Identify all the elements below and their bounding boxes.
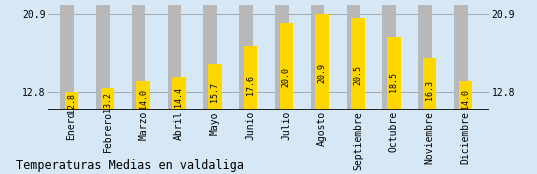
Bar: [387, 37, 401, 110]
Bar: [280, 23, 293, 110]
Bar: [454, 0, 468, 110]
Bar: [418, 0, 432, 110]
Bar: [136, 81, 150, 110]
Bar: [244, 46, 257, 110]
Bar: [208, 64, 222, 110]
Bar: [168, 0, 181, 110]
Text: 15.7: 15.7: [211, 82, 219, 102]
Bar: [65, 92, 78, 110]
Text: 14.0: 14.0: [139, 89, 148, 109]
Bar: [311, 0, 324, 110]
Bar: [459, 81, 472, 110]
Bar: [351, 18, 365, 110]
Bar: [96, 0, 110, 110]
Text: 16.3: 16.3: [425, 80, 434, 100]
Text: 14.4: 14.4: [175, 87, 184, 107]
Bar: [172, 77, 186, 110]
Bar: [346, 0, 360, 110]
Text: 13.2: 13.2: [103, 92, 112, 112]
Bar: [132, 0, 146, 110]
Text: 17.6: 17.6: [246, 75, 255, 95]
Text: 20.5: 20.5: [353, 65, 362, 85]
Bar: [275, 0, 288, 110]
Bar: [239, 0, 253, 110]
Bar: [204, 0, 217, 110]
Bar: [60, 0, 74, 110]
Bar: [100, 88, 114, 110]
Bar: [423, 58, 437, 110]
Text: 12.8: 12.8: [67, 93, 76, 113]
Bar: [315, 14, 329, 110]
Text: Temperaturas Medias en valdaliga: Temperaturas Medias en valdaliga: [16, 159, 244, 172]
Bar: [382, 0, 396, 110]
Text: 20.0: 20.0: [282, 67, 291, 86]
Text: 20.9: 20.9: [318, 63, 326, 83]
Text: 14.0: 14.0: [461, 89, 470, 109]
Text: 18.5: 18.5: [389, 72, 398, 92]
